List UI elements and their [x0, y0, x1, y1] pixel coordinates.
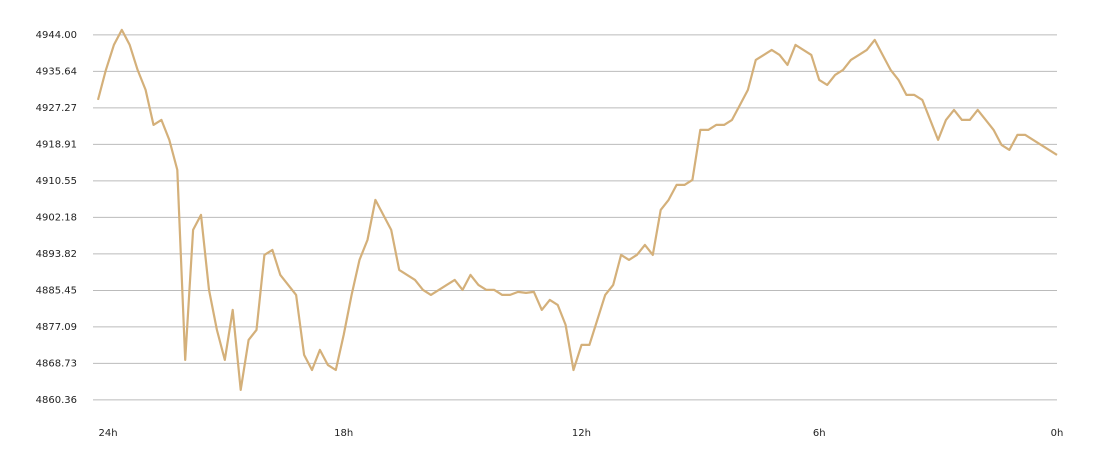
x-tick-label: 18h: [334, 428, 353, 439]
x-tick-label: 24h: [98, 428, 117, 439]
y-tick-label: 4935.64: [36, 66, 77, 77]
y-tick-label: 4918.91: [36, 139, 77, 150]
y-tick-label: 4868.73: [36, 358, 77, 369]
x-tick-label: 0h: [1051, 428, 1064, 439]
y-tick-label: 4860.36: [36, 395, 77, 406]
price-line: [96, 28, 1058, 391]
x-tick-label: 12h: [572, 428, 591, 439]
y-tick-label: 4927.27: [36, 103, 77, 114]
y-tick-label: 4893.82: [36, 249, 77, 260]
x-tick-label: 6h: [813, 428, 826, 439]
y-tick-label: 4885.45: [36, 285, 77, 296]
y-tick-label: 4944.00: [36, 30, 77, 41]
y-tick-label: 4877.09: [36, 322, 77, 333]
y-tick-label: 4910.55: [36, 176, 77, 187]
y-tick-label: 4902.18: [36, 212, 77, 223]
